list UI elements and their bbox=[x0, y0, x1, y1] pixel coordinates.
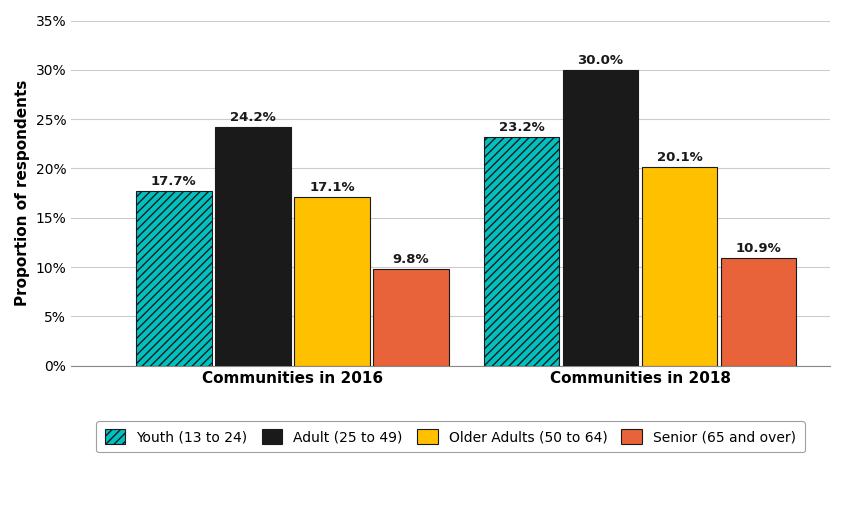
Y-axis label: Proportion of respondents: Proportion of respondents bbox=[15, 80, 30, 307]
Bar bbox=[136, 191, 212, 366]
Text: 10.9%: 10.9% bbox=[735, 242, 781, 255]
Text: 24.2%: 24.2% bbox=[230, 111, 276, 124]
Text: 20.1%: 20.1% bbox=[657, 152, 702, 165]
Bar bbox=[215, 127, 291, 366]
Text: 9.8%: 9.8% bbox=[392, 253, 429, 266]
Legend: Youth (13 to 24), Adult (25 to 49), Older Adults (50 to 64), Senior (65 and over: Youth (13 to 24), Adult (25 to 49), Olde… bbox=[96, 421, 804, 453]
Text: 23.2%: 23.2% bbox=[499, 121, 544, 134]
Text: 30.0%: 30.0% bbox=[577, 54, 624, 67]
Bar bbox=[294, 197, 370, 366]
Bar bbox=[373, 269, 448, 366]
Bar bbox=[642, 168, 717, 366]
Text: 17.7%: 17.7% bbox=[151, 175, 197, 188]
Bar bbox=[484, 137, 559, 366]
Text: 17.1%: 17.1% bbox=[309, 181, 355, 194]
Bar bbox=[562, 70, 638, 366]
Bar bbox=[721, 258, 797, 366]
